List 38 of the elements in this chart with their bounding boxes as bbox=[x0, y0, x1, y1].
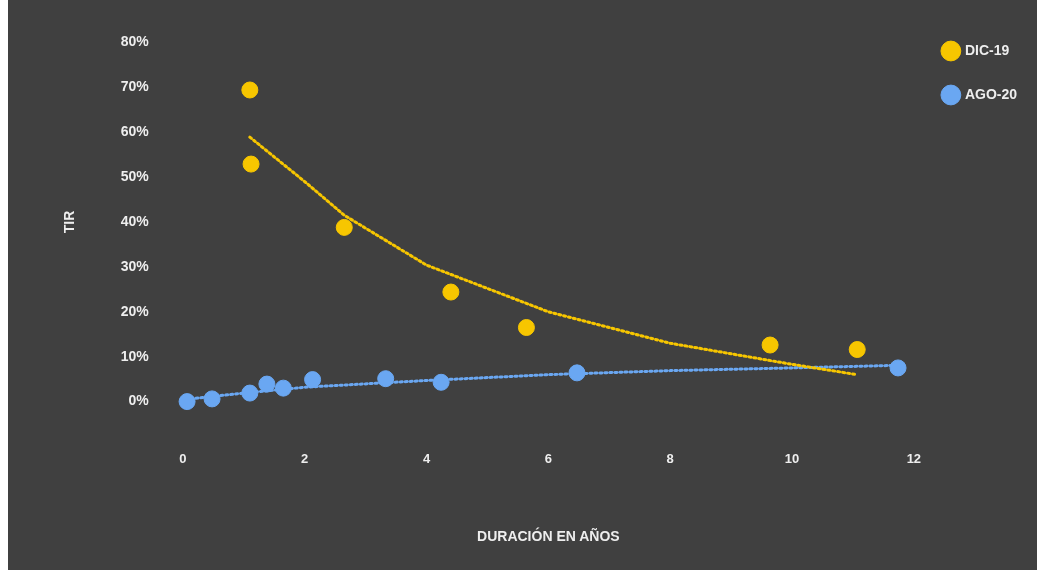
point bbox=[242, 155, 260, 173]
point bbox=[848, 341, 866, 359]
y-tick-label: 50% bbox=[120, 167, 150, 184]
y-tick-label: 40% bbox=[120, 212, 150, 229]
x-axis-title: DURACIÓN EN AÑOS bbox=[477, 527, 620, 545]
legend-label: DIC-19 bbox=[964, 41, 1010, 58]
y-tick-label: 0% bbox=[128, 392, 150, 409]
y-tick-label: 30% bbox=[120, 257, 150, 274]
y-tick-label: 70% bbox=[120, 78, 150, 95]
y-tick-label: 10% bbox=[120, 347, 150, 364]
point bbox=[761, 336, 779, 354]
point bbox=[241, 384, 259, 402]
x-tick-label: 0 bbox=[179, 450, 187, 466]
point bbox=[432, 373, 450, 391]
point bbox=[203, 390, 221, 408]
x-tick-label: 6 bbox=[544, 450, 552, 466]
point bbox=[178, 393, 196, 411]
point bbox=[377, 370, 395, 388]
point bbox=[274, 379, 292, 397]
point bbox=[442, 283, 460, 301]
line-series bbox=[248, 135, 859, 377]
point bbox=[517, 319, 535, 337]
x-tick-label: 4 bbox=[422, 450, 431, 466]
y-tick-label: 60% bbox=[120, 123, 150, 140]
y-axis-title: TIR bbox=[61, 210, 78, 234]
x-tick-label: 2 bbox=[301, 450, 309, 466]
point bbox=[258, 375, 276, 393]
x-tick-label: 10 bbox=[784, 450, 800, 466]
y-tick-label: 80% bbox=[120, 33, 150, 50]
point bbox=[568, 364, 586, 382]
point bbox=[889, 359, 907, 377]
point bbox=[304, 371, 322, 389]
x-tick-label: 8 bbox=[666, 450, 674, 466]
y-tick-label: 20% bbox=[120, 302, 150, 319]
point bbox=[241, 81, 259, 99]
point bbox=[335, 218, 353, 236]
legend-label: AGO-20 bbox=[964, 85, 1018, 102]
x-tick-label: 12 bbox=[906, 450, 922, 466]
